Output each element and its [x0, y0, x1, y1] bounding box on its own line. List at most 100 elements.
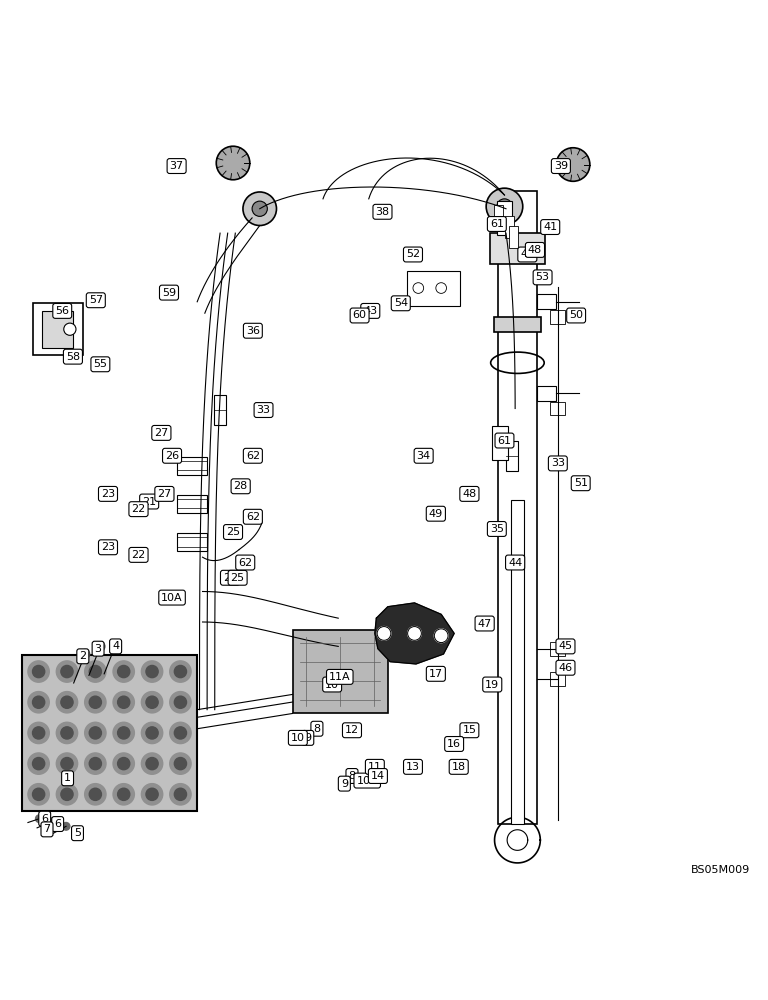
- Circle shape: [170, 722, 191, 744]
- Circle shape: [64, 323, 76, 335]
- Bar: [509, 226, 518, 248]
- Circle shape: [408, 627, 422, 640]
- Text: 23: 23: [101, 542, 115, 552]
- Circle shape: [84, 784, 106, 805]
- Circle shape: [141, 753, 163, 774]
- Text: 40: 40: [520, 249, 535, 259]
- Circle shape: [170, 753, 191, 774]
- Circle shape: [435, 629, 448, 643]
- Text: 17: 17: [429, 669, 443, 679]
- Text: 44: 44: [508, 558, 522, 568]
- Bar: [538, 386, 556, 401]
- Bar: [498, 191, 538, 824]
- Circle shape: [146, 665, 158, 678]
- Circle shape: [84, 722, 106, 744]
- Text: 9: 9: [304, 733, 311, 743]
- Text: 54: 54: [394, 298, 408, 308]
- Circle shape: [243, 192, 276, 226]
- Circle shape: [113, 784, 134, 805]
- Text: 6: 6: [55, 819, 61, 829]
- Text: 60: 60: [353, 310, 366, 320]
- Circle shape: [89, 696, 101, 708]
- Bar: [505, 216, 515, 238]
- Text: 48: 48: [528, 245, 542, 255]
- Circle shape: [413, 283, 424, 293]
- Bar: [177, 457, 207, 475]
- Text: 35: 35: [490, 524, 504, 534]
- Text: 1: 1: [64, 773, 71, 783]
- Bar: [490, 233, 545, 264]
- Circle shape: [32, 758, 45, 770]
- Circle shape: [486, 188, 523, 225]
- Bar: [497, 201, 512, 235]
- Text: 10A: 10A: [356, 776, 378, 786]
- Text: 10A: 10A: [161, 593, 183, 603]
- Text: 14: 14: [371, 771, 385, 781]
- Circle shape: [118, 665, 130, 678]
- Bar: [492, 426, 508, 460]
- Text: 25: 25: [226, 527, 240, 537]
- Text: 18: 18: [452, 762, 465, 772]
- Circle shape: [252, 201, 267, 216]
- Circle shape: [174, 758, 187, 770]
- Bar: [550, 402, 565, 415]
- Text: 55: 55: [94, 359, 108, 369]
- Text: 28: 28: [233, 481, 248, 491]
- Text: 51: 51: [574, 478, 588, 488]
- Circle shape: [113, 692, 134, 713]
- Bar: [550, 642, 565, 656]
- Text: 56: 56: [55, 306, 69, 316]
- Circle shape: [56, 692, 78, 713]
- Text: 4: 4: [112, 641, 119, 651]
- Text: 49: 49: [429, 509, 443, 519]
- Bar: [506, 441, 518, 471]
- Circle shape: [32, 727, 45, 739]
- Circle shape: [111, 640, 121, 649]
- Circle shape: [146, 758, 158, 770]
- Circle shape: [113, 722, 134, 744]
- Bar: [407, 271, 460, 306]
- Text: 37: 37: [170, 161, 184, 171]
- Text: 52: 52: [406, 249, 420, 259]
- Bar: [214, 395, 226, 425]
- Circle shape: [170, 692, 191, 713]
- Text: 62: 62: [246, 512, 260, 522]
- Circle shape: [141, 661, 163, 682]
- Circle shape: [174, 727, 187, 739]
- Circle shape: [28, 692, 49, 713]
- Text: 11: 11: [368, 762, 382, 772]
- Text: 10: 10: [325, 680, 339, 690]
- Text: 41: 41: [543, 222, 558, 232]
- Circle shape: [118, 758, 130, 770]
- Text: 7: 7: [44, 824, 51, 834]
- Bar: [538, 294, 556, 309]
- Text: 61: 61: [490, 219, 504, 229]
- Text: 16: 16: [447, 739, 461, 749]
- Text: 62: 62: [238, 558, 253, 568]
- Bar: [511, 500, 524, 824]
- Circle shape: [84, 753, 106, 774]
- Circle shape: [89, 727, 101, 739]
- Circle shape: [61, 696, 73, 708]
- Text: 27: 27: [154, 428, 168, 438]
- Circle shape: [61, 758, 73, 770]
- Circle shape: [62, 823, 70, 830]
- Text: 47: 47: [478, 619, 492, 629]
- Text: 15: 15: [462, 725, 476, 735]
- Circle shape: [35, 815, 43, 823]
- Circle shape: [47, 818, 55, 826]
- Circle shape: [113, 661, 134, 682]
- Circle shape: [32, 665, 45, 678]
- Circle shape: [32, 696, 45, 708]
- Circle shape: [96, 642, 105, 651]
- Circle shape: [84, 692, 106, 713]
- Bar: [33, 303, 83, 355]
- Circle shape: [146, 788, 158, 800]
- Text: 26: 26: [165, 451, 179, 461]
- Circle shape: [32, 788, 45, 800]
- Circle shape: [141, 784, 163, 805]
- Text: 39: 39: [554, 161, 568, 171]
- Bar: [293, 630, 388, 713]
- Circle shape: [377, 627, 391, 640]
- Circle shape: [84, 661, 106, 682]
